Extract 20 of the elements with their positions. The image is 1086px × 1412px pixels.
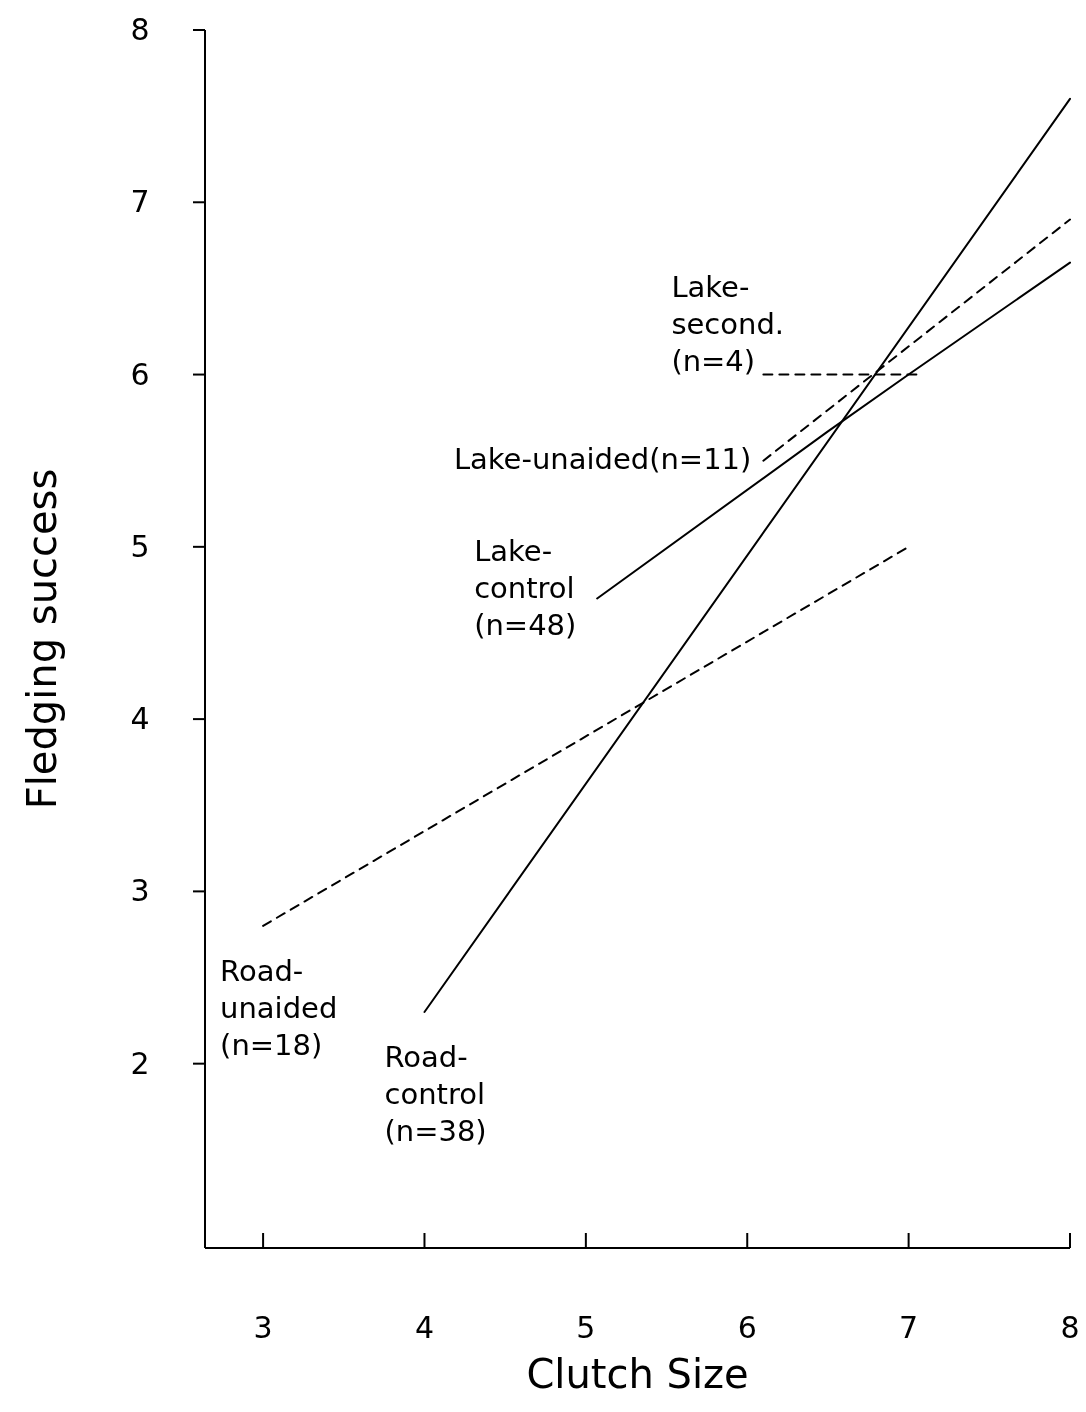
x-tick-label: 6	[737, 1310, 757, 1345]
series-label: Lake- control (n=48)	[474, 533, 577, 642]
y-tick-label: 7	[130, 184, 150, 220]
x-tick-label: 7	[899, 1310, 919, 1345]
x-tick-label: 3	[253, 1310, 273, 1345]
x-tick-label: 5	[576, 1310, 596, 1345]
y-tick-label: 8	[130, 12, 150, 47]
y-tick-label: 4	[130, 701, 150, 737]
series-label: Lake- second. (n=4)	[671, 269, 785, 378]
y-tick-label: 3	[130, 873, 150, 909]
y-tick-label: 5	[130, 528, 150, 564]
y-tick-label: 2	[130, 1045, 150, 1081]
x-axis-title: Clutch Size	[526, 1351, 749, 1397]
series-label: Road- control (n=38)	[384, 1039, 487, 1148]
x-tick-label: 4	[414, 1310, 435, 1345]
y-axis-title: Fledging success	[19, 468, 65, 810]
series-label: Lake-unaided(n=11)	[453, 441, 752, 476]
series-label: Road- unaided (n=18)	[220, 953, 338, 1062]
y-tick-label: 6	[130, 356, 150, 392]
x-tick-label: 8	[1060, 1310, 1080, 1345]
